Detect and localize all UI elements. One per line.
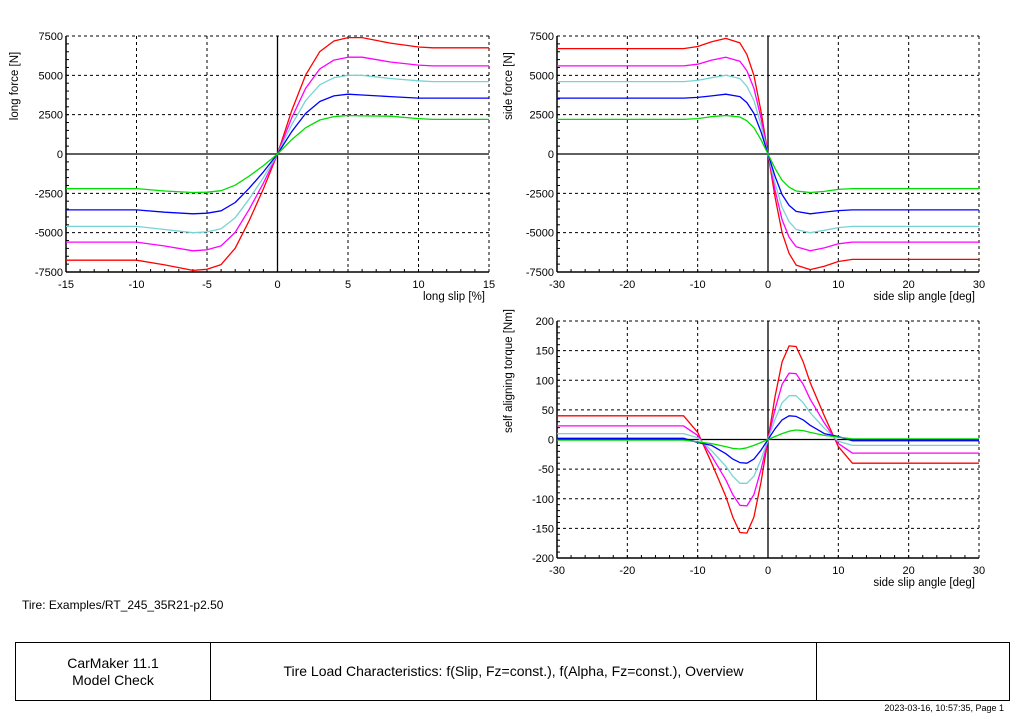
y-tick-label: 100 (536, 375, 554, 387)
y-tick-label: -7500 (526, 267, 554, 279)
module-name: Model Check (72, 671, 154, 688)
chart-2: -30 -20 -10 0 10 20 30 -7500 -5000 -2500 0 2500 5000… (503, 31, 985, 303)
series-line-green (557, 429, 979, 450)
series-line-blue (66, 93, 489, 215)
product-name: CarMaker 11.1 (67, 654, 159, 671)
charts-area: -15 -10 -5 0 5 10 15-7500-5000-250002500500075… (9, 31, 985, 589)
y-tick-label: 2500 (39, 110, 63, 122)
y-tick-label: 0 (548, 149, 554, 161)
series-line-red (66, 36, 489, 272)
y-tick-label: 50 (542, 405, 554, 417)
x-tick-label: -20 (619, 565, 635, 577)
y-tick-label: 0 (57, 149, 63, 161)
y-axis-label: long force [N] (9, 52, 21, 120)
y-tick-label: -7500 (35, 267, 63, 279)
y-tick-label: -200 (532, 553, 554, 565)
y-tick-label: 7500 (39, 31, 63, 43)
x-axis-label: side slip angle [deg] (873, 577, 975, 589)
x-tick-label: -10 (690, 279, 706, 291)
x-tick-label: 20 (903, 279, 915, 291)
x-axis-label: long slip [%] (423, 291, 485, 303)
timestamp-page: 2023-03-16, 10:57:35, Page 1 (884, 703, 1004, 713)
y-tick-label: 7500 (530, 31, 554, 43)
x-axis-label: side slip angle [deg] (873, 291, 975, 303)
x-tick-label: 5 (345, 279, 351, 291)
y-tick-label: 5000 (530, 70, 554, 82)
x-tick-label: -10 (690, 565, 706, 577)
y-axis-label: self aligning torque [Nm] (503, 309, 515, 433)
x-tick-label: -15 (58, 279, 74, 291)
x-tick-label: 30 (973, 279, 985, 291)
y-tick-label: 2500 (530, 110, 554, 122)
y-tick-label: 150 (536, 346, 554, 358)
y-tick-label: -5000 (35, 228, 63, 240)
y-tick-label: -2500 (35, 188, 63, 200)
x-tick-label: -10 (129, 279, 145, 291)
x-tick-label: 0 (765, 565, 771, 577)
report-title: Tire Load Characteristics: f(Slip, Fz=co… (211, 643, 817, 700)
chart-1: -15 -10 -5 0 5 10 15 -7500 -5000 -2500 0 2500 5000 75… (9, 31, 495, 303)
x-tick-label: 30 (973, 565, 985, 577)
y-tick-label: 200 (536, 316, 554, 328)
x-tick-label: 0 (765, 279, 771, 291)
y-tick-label: -100 (532, 494, 554, 506)
product-cell: CarMaker 11.1 Model Check (16, 643, 211, 700)
x-tick-label: 0 (274, 279, 280, 291)
x-tick-label: -30 (549, 279, 565, 291)
empty-cell (817, 643, 1009, 700)
chart-3: -30 -20 -10 0 10 20 30-200-150-100-50050100150… (503, 309, 985, 589)
y-tick-label: -150 (532, 523, 554, 535)
x-tick-label: 10 (412, 279, 424, 291)
series-line-green (66, 114, 489, 194)
y-tick-label: 0 (548, 435, 554, 447)
x-tick-label: 20 (903, 565, 915, 577)
x-tick-label: 10 (832, 279, 844, 291)
y-tick-label: -2500 (526, 188, 554, 200)
y-axis-label: side force [N] (503, 52, 515, 120)
y-tick-label: -5000 (526, 228, 554, 240)
series-line-green (557, 114, 979, 194)
x-tick-label: -20 (619, 279, 635, 291)
x-tick-label: -5 (202, 279, 212, 291)
series-line-magenta (66, 56, 489, 252)
title-block: CarMaker 11.1 Model Check Tire Load Char… (15, 642, 1010, 701)
x-tick-label: -30 (549, 565, 565, 577)
series-line-cyan (66, 74, 489, 234)
y-tick-label: -50 (538, 464, 554, 476)
x-tick-label: 10 (832, 565, 844, 577)
tire-label: Tire: Examples/RT_245_35R21-p2.50 (22, 598, 224, 612)
x-tick-label: 15 (483, 279, 495, 291)
y-tick-label: 5000 (39, 70, 63, 82)
